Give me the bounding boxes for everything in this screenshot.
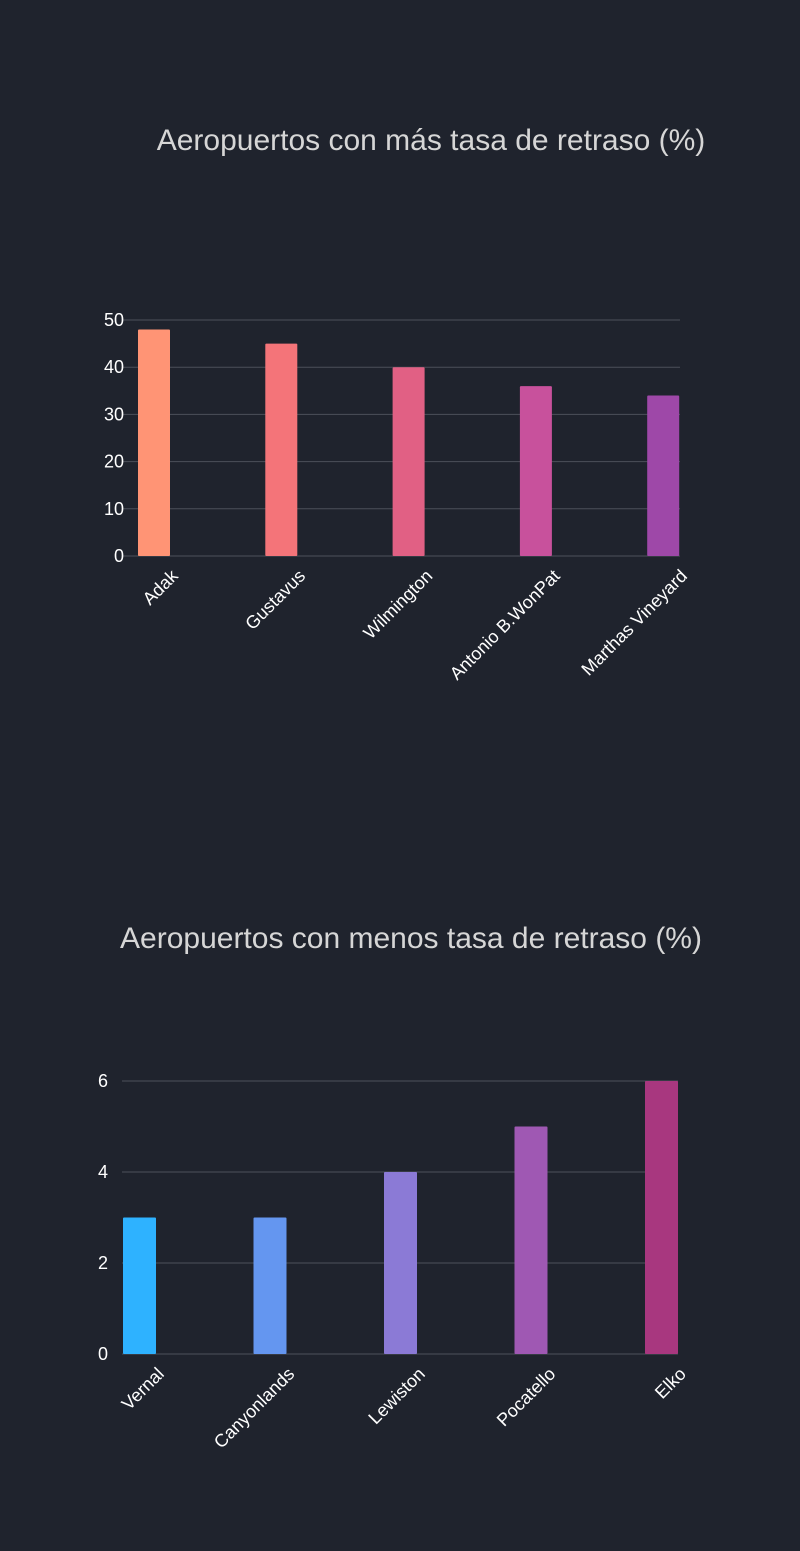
x-tick-label: Gustavus bbox=[241, 566, 309, 634]
y-tick-label: 0 bbox=[114, 546, 124, 566]
chart-bottom-bars bbox=[123, 1081, 678, 1354]
chart-top: Aeropuertos con más tasa de retraso (%) … bbox=[104, 124, 705, 684]
chart-top-title: Aeropuertos con más tasa de retraso (%) bbox=[157, 124, 706, 157]
y-tick-label: 30 bbox=[104, 404, 124, 424]
chart-top-y-ticks: 0 10 20 30 40 50 bbox=[104, 310, 124, 566]
chart-bottom-x-labels: Vernal Canyonlands Lewiston Pocatello Elko bbox=[118, 1364, 690, 1452]
x-tick-label: Elko bbox=[651, 1364, 690, 1403]
x-tick-label: Canyonlands bbox=[210, 1364, 298, 1452]
chart-bottom-y-ticks: 0 2 4 6 bbox=[98, 1071, 108, 1364]
y-tick-label: 20 bbox=[104, 452, 124, 472]
y-tick-label: 10 bbox=[104, 499, 124, 519]
chart-top-bars bbox=[138, 329, 680, 556]
x-tick-label: Pocatello bbox=[493, 1364, 560, 1431]
x-tick-label: Lewiston bbox=[364, 1364, 428, 1428]
x-tick-label: Vernal bbox=[118, 1364, 168, 1414]
x-tick-label: Marthas Vineyard bbox=[577, 566, 691, 680]
y-tick-label: 6 bbox=[98, 1071, 108, 1091]
y-tick-label: 0 bbox=[98, 1344, 108, 1364]
bar-elko[interactable] bbox=[645, 1081, 678, 1354]
bar-lewiston[interactable] bbox=[384, 1172, 417, 1354]
y-tick-label: 2 bbox=[98, 1253, 108, 1273]
chart-bottom-title: Aeropuertos con menos tasa de retraso (%… bbox=[120, 922, 702, 955]
bar-wilmington[interactable] bbox=[392, 367, 425, 556]
bar-pocatello[interactable] bbox=[514, 1126, 548, 1355]
bar-gustavus[interactable] bbox=[265, 343, 298, 556]
y-tick-label: 40 bbox=[104, 357, 124, 377]
bar-canyonlands[interactable] bbox=[253, 1217, 287, 1355]
chart-bottom: Aeropuertos con menos tasa de retraso (%… bbox=[98, 922, 702, 1452]
x-tick-label: Wilmington bbox=[359, 566, 436, 643]
y-tick-label: 50 bbox=[104, 310, 124, 330]
bar-marthas-vineyard[interactable] bbox=[647, 395, 680, 556]
bar-vernal[interactable] bbox=[123, 1217, 156, 1355]
x-tick-label: Antonio B.WonPat bbox=[446, 566, 564, 684]
x-tick-label: Adak bbox=[139, 565, 183, 609]
bar-antonio-b-wonpat[interactable] bbox=[519, 386, 552, 556]
chart-top-x-labels: Adak Gustavus Wilmington Antonio B.WonPat Ma… bbox=[139, 565, 691, 684]
y-tick-label: 4 bbox=[98, 1162, 108, 1182]
bar-adak[interactable] bbox=[138, 329, 170, 556]
